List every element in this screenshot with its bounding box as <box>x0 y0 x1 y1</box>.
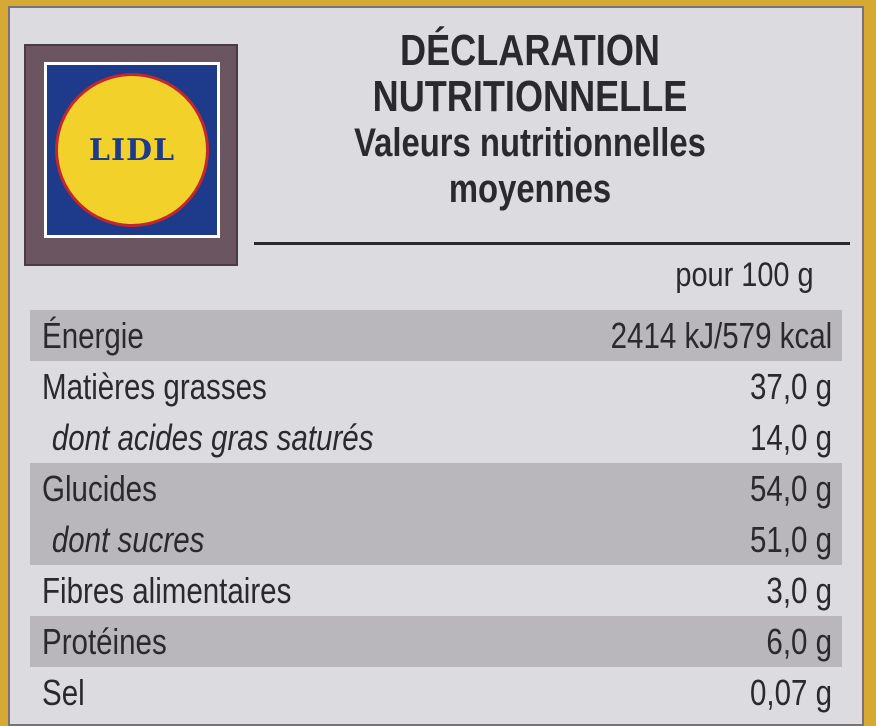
table-row-carbohydrates: Glucides 54,0 g <box>30 463 842 514</box>
column-header: pour 100 g <box>675 256 814 294</box>
row-value: 14,0 g <box>749 417 832 458</box>
subtitle-line-1: Valeurs nutritionnelles <box>354 121 706 165</box>
title-line-1: DÉCLARATION <box>400 26 660 75</box>
lidl-logo: LIDL <box>44 62 220 238</box>
row-name: Protéines <box>42 621 167 662</box>
row-value: 0,07 g <box>749 672 832 713</box>
nutrition-table: Énergie 2414 kJ/579 kcal Matières grasse… <box>30 310 842 718</box>
table-row-sugars: dont sucres 51,0 g <box>30 514 842 565</box>
row-name: Glucides <box>42 468 157 509</box>
row-name: Fibres alimentaires <box>42 570 292 611</box>
table-row-fibre: Fibres alimentaires 3,0 g <box>30 565 842 616</box>
subtitle-line-2: moyennes <box>448 167 612 211</box>
row-value: 37,0 g <box>749 366 832 407</box>
logo-circle: LIDL <box>55 73 209 227</box>
row-value: 51,0 g <box>749 519 832 560</box>
row-value: 3,0 g <box>766 570 832 611</box>
table-row-saturated-fat: dont acides gras saturés 14,0 g <box>30 412 842 463</box>
logo-text: LIDL <box>88 132 176 168</box>
row-value: 2414 kJ/579 kcal <box>610 315 832 356</box>
row-value: 54,0 g <box>749 468 832 509</box>
table-row-fat: Matières grasses 37,0 g <box>30 361 842 412</box>
table-row-protein: Protéines 6,0 g <box>30 616 842 667</box>
table-row-salt: Sel 0,07 g <box>30 667 842 718</box>
logo-frame: LIDL <box>24 44 238 266</box>
row-value: 6,0 g <box>766 621 832 662</box>
row-name: dont acides gras saturés <box>51 417 374 458</box>
row-name: Matières grasses <box>42 366 267 407</box>
title-line-2: NUTRITIONNELLE <box>372 72 688 121</box>
row-name: Sel <box>42 672 85 713</box>
row-name: Énergie <box>42 315 144 356</box>
table-row-energy: Énergie 2414 kJ/579 kcal <box>30 310 842 361</box>
row-name: dont sucres <box>51 519 205 560</box>
header-divider <box>254 242 850 245</box>
title-block: DÉCLARATION NUTRITIONNELLE Valeurs nutri… <box>317 28 743 212</box>
nutrition-label: LIDL DÉCLARATION NUTRITIONNELLE Valeurs … <box>8 6 864 726</box>
